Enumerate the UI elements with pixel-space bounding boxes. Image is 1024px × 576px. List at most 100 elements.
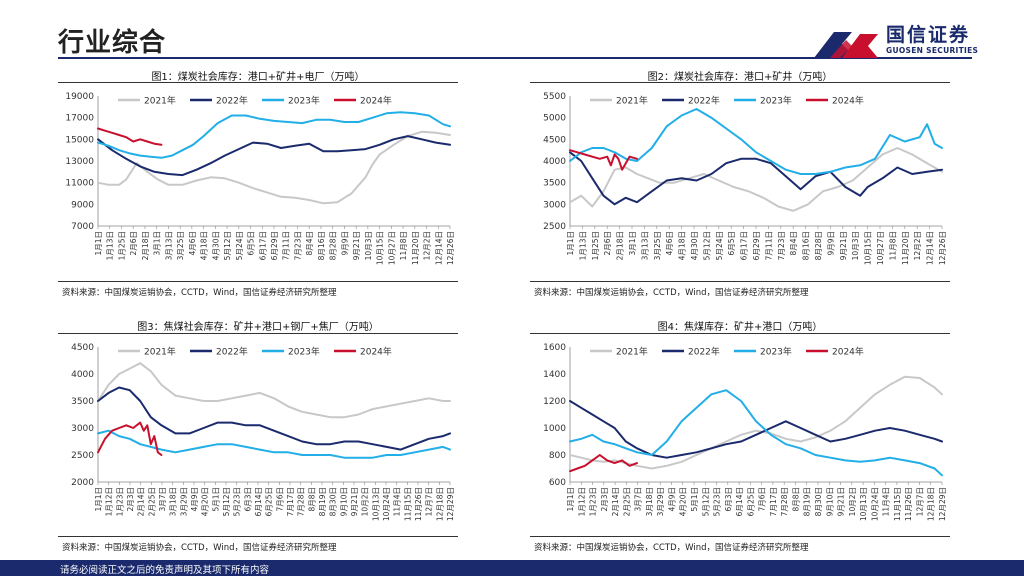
series-line-2022年 [569,400,943,459]
x-tick-label: 11月8日 [399,231,408,260]
x-tick-label: 8月4日 [789,231,798,256]
x-tick-label: 7月23日 [293,231,302,260]
x-tick-label: 5月12日 [702,231,711,260]
series-line-2024年 [569,454,638,473]
x-tick-label: 9月10日 [825,487,834,516]
x-tick-label: 9月9日 [340,231,349,256]
x-tick-label: 5月23日 [233,487,242,516]
x-tick-label: 3月13日 [640,231,649,260]
x-tick-label: 6月14日 [735,487,744,516]
x-tick-label: 3月1日 [153,231,162,256]
panel-2-title: 图2：煤炭社会库存：港口+矿井（万吨） [647,72,833,83]
x-tick-label: 1月23日 [115,487,124,516]
y-tick-label: 3000 [543,200,566,210]
x-tick-label: 10月24日 [382,487,391,521]
y-tick-label: 1600 [543,343,566,353]
y-tick-label: 11000 [65,179,94,189]
legend-label: 2021年 [616,346,648,358]
legend-label: 2024年 [360,95,392,107]
series-line-2024年 [97,127,163,146]
legend-label: 2023年 [760,95,792,107]
logo-subtitle: GUOSEN SECURITIES [886,46,979,55]
x-tick-label: 10月27日 [387,231,396,265]
x-tick-label: 6月17日 [740,231,749,260]
x-tick-label: 6月14日 [254,487,263,516]
y-tick-label: 2500 [71,451,94,461]
x-tick-label: 2月25日 [147,487,156,516]
x-tick-label: 8月19日 [803,487,812,516]
panel-3-title: 图3：焦煤社会库存：矿井+港口+钢厂+焦厂（万吨） [137,322,379,333]
x-tick-label: 4月6日 [188,231,197,256]
x-tick-label: 10月13日 [371,487,380,521]
x-tick-label: 2月25日 [622,487,631,516]
x-tick-label: 2月18日 [616,231,625,260]
x-tick-label: 6月25日 [746,487,755,516]
x-tick-label: 8月16日 [317,231,326,260]
x-tick-label: 5月1日 [211,487,220,512]
x-tick-label: 6月29日 [752,231,761,260]
series-line-2023年 [569,108,943,175]
panel-4-title: 图4：焦煤库存：矿井+港口（万吨） [657,322,823,333]
x-tick-label: 10月15日 [864,231,873,265]
x-tick-label: 3月7日 [158,487,167,512]
legend-label: 2021年 [616,95,648,107]
x-tick-label: 10月2日 [361,487,370,516]
x-tick-label: 2月6日 [603,231,612,256]
x-tick-label: 5月12日 [222,487,231,516]
x-tick-label: 8月8日 [791,487,800,512]
x-tick-label: 11月20日 [411,231,420,265]
x-tick-label: 11月26日 [904,487,913,521]
x-tick-label: 9月21日 [839,231,848,260]
x-tick-label: 10月3日 [364,231,373,260]
x-tick-label: 12月26日 [938,231,947,265]
x-tick-label: 12月7日 [425,487,434,516]
y-tick-label: 3500 [71,397,94,407]
x-tick-label: 6月3日 [724,487,733,512]
x-tick-label: 9月9日 [826,231,835,256]
y-tick-label: 4000 [71,370,94,380]
x-tick-label: 9月21日 [352,231,361,260]
panel-4-source: 资料来源：中国煤炭运销协会，CCTD，Wind，国信证券经济研究所整理 [534,543,809,553]
x-tick-label: 9月21日 [837,487,846,516]
chart-1: 7000 9000 11000 13000 15000 17000 19000 1月1日 1月1… [65,92,455,265]
x-tick-label: 6月3日 [243,487,252,512]
y-tick-label: 4500 [71,343,94,353]
y-tick-label: 600 [549,478,566,488]
panel-2-source: 资料来源：中国煤炭运销协会，CCTD，Wind，国信证券经济研究所整理 [534,288,809,298]
x-tick-label: 12月18日 [435,487,444,521]
x-tick-label: 10月2日 [848,487,857,516]
panel-1-rule [58,82,458,83]
x-tick-label: 7月28日 [297,487,306,516]
x-tick-label: 7月6日 [758,487,767,512]
y-tick-label: 2000 [71,478,94,488]
x-tick-label: 11月8日 [888,231,897,260]
x-tick-label: 2月14日 [137,487,146,516]
y-tick-label: 4500 [543,135,566,145]
x-tick-label: 3月18日 [169,487,178,516]
x-tick-label: 11月20日 [901,231,910,265]
x-tick-label: 4月9日 [667,487,676,512]
legend-label: 2023年 [760,346,792,358]
x-tick-label: 7月11日 [764,231,773,260]
y-tick-label: 19000 [65,92,94,102]
series-line-2024年 [97,421,163,456]
footer-disclaimer: 请务必阅读正文之后的免责声明及其项下所有内容 [60,565,270,576]
x-tick-label: 4月9日 [190,487,199,512]
legend-label: 2022年 [688,95,720,107]
legend-label: 2024年 [360,346,392,358]
series-line-2022年 [569,151,943,206]
x-tick-label: 4月18日 [200,231,209,260]
series-line-2022年 [97,386,451,451]
y-tick-label: 3000 [71,424,94,434]
x-tick-label: 12月14日 [926,231,935,265]
footer-bar: 请务必阅读正文之后的免责声明及其项下所有内容 [0,560,1024,576]
y-tick-label: 17000 [65,114,94,124]
chart-4: 600 800 1000 1200 1400 1600 1月1日 1月12日 1月23日 2月3日… [543,343,947,521]
x-tick-label: 10月24日 [870,487,879,521]
y-tick-label: 3500 [543,179,566,189]
series-line-2022年 [97,135,451,177]
panel-3-source-rule [58,536,458,537]
panel-4-rule [530,333,950,334]
x-tick-label: 12月18日 [927,487,936,521]
guosen-logo-icon [814,32,878,58]
